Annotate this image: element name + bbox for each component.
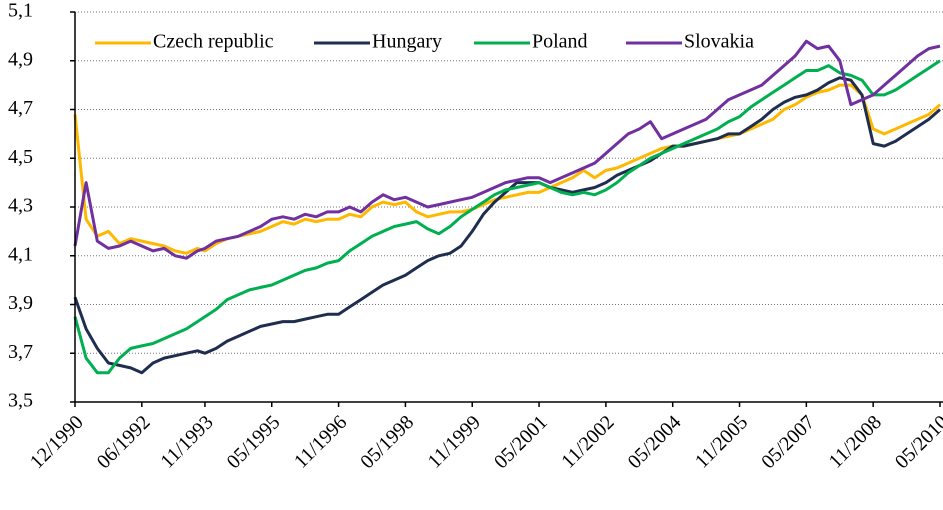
x-tick-label: 11/1993 xyxy=(156,411,217,472)
x-tick-label: 11/1999 xyxy=(424,411,485,472)
x-tick-label: 05/2010 xyxy=(891,411,943,473)
data-line xyxy=(73,83,941,255)
x-tick-label: 05/2004 xyxy=(624,411,686,473)
x-tick-label: 06/1992 xyxy=(93,411,155,473)
x-tick-label: 11/2002 xyxy=(557,411,618,472)
x-tick-label: 11/2005 xyxy=(691,411,752,472)
y-tick-label: 4,7 xyxy=(8,97,33,119)
data-line xyxy=(73,76,941,375)
data-line xyxy=(73,39,941,260)
x-tick-label: 05/1998 xyxy=(356,411,418,473)
x-tick-label: 12/1990 xyxy=(26,411,88,473)
data-line xyxy=(73,59,941,375)
legend-label: Poland xyxy=(532,31,588,53)
y-tick-label: 4,9 xyxy=(8,48,33,70)
y-tick-label: 4,1 xyxy=(8,243,33,265)
x-tick-label: 05/1995 xyxy=(223,411,285,473)
y-tick-label: 4,5 xyxy=(8,146,33,168)
x-tick-label: 11/2008 xyxy=(825,411,886,472)
x-tick-label: 05/2001 xyxy=(490,411,552,473)
legend-label: Czech republic xyxy=(153,31,274,53)
legend-label: Slovakia xyxy=(684,31,754,53)
legend: Czech republic Hungary Poland Slovakia xyxy=(95,31,754,53)
y-tick-label: 3,7 xyxy=(8,341,33,363)
x-tick-label: 05/2007 xyxy=(757,411,819,473)
y-tick-label: 3,5 xyxy=(8,390,33,412)
y-tick-label: 3,9 xyxy=(8,292,33,314)
y-tick-label: 5,1 xyxy=(8,0,33,22)
y-tick-label: 4,3 xyxy=(8,195,33,217)
x-tick-label: 11/1996 xyxy=(290,411,351,472)
legend-label: Hungary xyxy=(372,31,442,53)
